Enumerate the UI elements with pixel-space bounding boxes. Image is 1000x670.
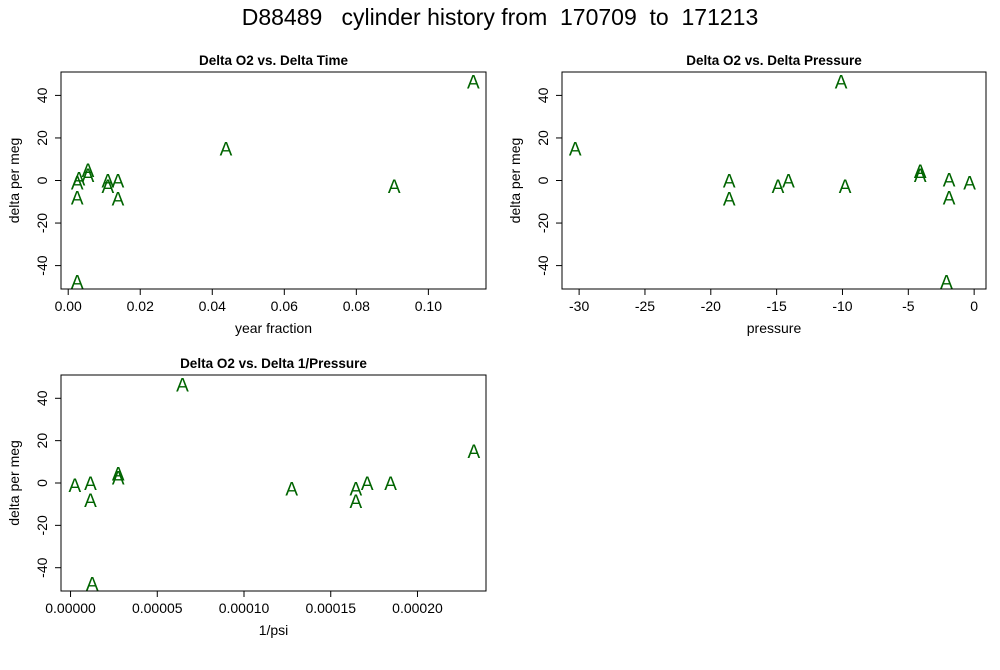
x-tick-label: -5 bbox=[902, 298, 915, 314]
y-tick-label: 40 bbox=[34, 390, 50, 406]
y-tick-label: 20 bbox=[34, 130, 50, 146]
data-point: A bbox=[71, 273, 84, 294]
data-point: A bbox=[839, 177, 852, 198]
x-axis-label: year fraction bbox=[235, 320, 312, 336]
data-point: A bbox=[71, 174, 84, 195]
data-point: A bbox=[569, 140, 582, 161]
data-point: A bbox=[285, 479, 298, 500]
data-point: A bbox=[943, 189, 956, 210]
y-tick-label: -20 bbox=[34, 515, 50, 535]
x-tick-label: -20 bbox=[701, 298, 721, 314]
data-point: A bbox=[82, 161, 95, 182]
plot-frame bbox=[60, 374, 487, 592]
data-point: A bbox=[112, 172, 125, 193]
data-point: A bbox=[101, 177, 114, 198]
data-point: A bbox=[112, 469, 125, 490]
x-tick-label: 0.00020 bbox=[392, 600, 443, 616]
data-point: A bbox=[388, 177, 401, 198]
data-point: A bbox=[361, 474, 374, 495]
data-point: A bbox=[84, 474, 97, 495]
data-point: A bbox=[914, 162, 927, 183]
x-axis-label: pressure bbox=[747, 320, 802, 336]
y-tick-label: -40 bbox=[34, 255, 50, 275]
chart-panel-2: Delta O2 vs. Delta Pressure -30 -25 -20 -15 -… bbox=[507, 53, 987, 336]
data-point: A bbox=[112, 464, 125, 485]
x-tick-label: 0.06 bbox=[271, 298, 298, 314]
data-point: A bbox=[914, 166, 927, 187]
data-point: A bbox=[963, 174, 976, 195]
data-point: A bbox=[69, 476, 82, 497]
y-tick-label: -40 bbox=[34, 557, 50, 577]
y-tick-label: 0 bbox=[34, 479, 50, 487]
x-tick-label: 0.04 bbox=[199, 298, 226, 314]
y-axis-label: delta per meg bbox=[6, 138, 22, 224]
x-tick-label: -10 bbox=[832, 298, 852, 314]
x-tick-label: 0.00015 bbox=[305, 600, 356, 616]
data-point: A bbox=[772, 177, 785, 198]
data-point: A bbox=[176, 376, 189, 397]
data-point: A bbox=[112, 190, 125, 211]
y-tick-label: 40 bbox=[34, 87, 50, 103]
data-point: A bbox=[940, 273, 953, 294]
y-tick-label: 40 bbox=[535, 87, 551, 103]
x-tick-label: 0.08 bbox=[343, 298, 370, 314]
x-tick-label: 0.00005 bbox=[132, 600, 183, 616]
data-point: A bbox=[723, 190, 736, 211]
data-point: A bbox=[84, 491, 97, 512]
x-axis-label: 1/psi bbox=[259, 622, 289, 638]
x-tick-label: -25 bbox=[635, 298, 655, 314]
data-point: A bbox=[782, 172, 795, 193]
x-tick-label: -30 bbox=[569, 298, 589, 314]
panel-title: Delta O2 vs. Delta Time bbox=[199, 53, 349, 68]
panel-title: Delta O2 vs. Delta 1/Pressure bbox=[180, 356, 367, 371]
y-tick-label: 20 bbox=[34, 433, 50, 449]
data-point: A bbox=[101, 172, 114, 193]
data-point: A bbox=[835, 73, 848, 94]
y-axis-label: delta per meg bbox=[507, 138, 523, 224]
data-point: A bbox=[350, 492, 363, 513]
data-point: A bbox=[86, 575, 99, 596]
data-point: A bbox=[943, 170, 956, 191]
x-tick-label: 0.10 bbox=[415, 298, 442, 314]
x-tick-label: 0.00 bbox=[55, 298, 82, 314]
chart-panel-1: Delta O2 vs. Delta Time 0.00 0.02 0.04 0.06 0… bbox=[6, 53, 487, 336]
x-tick-label: 0 bbox=[970, 298, 978, 314]
x-tick-label: 0.00010 bbox=[219, 600, 270, 616]
x-tick-label: -15 bbox=[767, 298, 787, 314]
chart-panel-3: Delta O2 vs. Delta 1/Pressure 0.00000 0.00… bbox=[6, 356, 487, 638]
y-tick-label: 20 bbox=[535, 130, 551, 146]
panel-title: Delta O2 vs. Delta Pressure bbox=[686, 53, 862, 68]
plot-frame bbox=[60, 71, 487, 290]
y-tick-label: -20 bbox=[535, 213, 551, 233]
data-point: A bbox=[467, 73, 480, 94]
data-point: A bbox=[82, 166, 95, 187]
x-tick-label: 0.00000 bbox=[45, 600, 96, 616]
data-point: A bbox=[350, 479, 363, 500]
data-point: A bbox=[71, 189, 84, 210]
x-tick-label: 0.02 bbox=[127, 298, 154, 314]
data-point: A bbox=[384, 474, 397, 495]
data-point: A bbox=[723, 172, 736, 193]
page-title: D88489 cylinder history from 170709 to 1… bbox=[241, 4, 759, 30]
y-axis-label: delta per meg bbox=[6, 440, 22, 526]
y-tick-label: -40 bbox=[535, 255, 551, 275]
data-point: A bbox=[73, 169, 86, 190]
y-tick-label: 0 bbox=[34, 176, 50, 184]
y-tick-label: -20 bbox=[34, 213, 50, 233]
y-tick-label: 0 bbox=[535, 176, 551, 184]
data-point: A bbox=[220, 140, 233, 161]
data-point: A bbox=[468, 442, 481, 463]
